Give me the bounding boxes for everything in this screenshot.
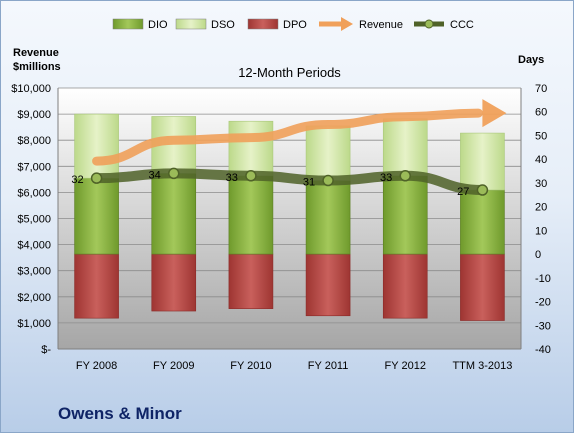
x-tick-label: TTM 3-2013 xyxy=(452,360,512,372)
legend-arrowhead xyxy=(341,17,353,31)
dpo-bar xyxy=(151,253,197,312)
ccc-point xyxy=(90,172,103,184)
legend-label-dio: DIO xyxy=(148,19,168,31)
right-tick-label: 70 xyxy=(535,83,547,95)
dso-bar xyxy=(305,125,351,181)
dio-bar xyxy=(382,175,428,255)
left-tick-label: $7,000 xyxy=(17,161,51,173)
dpo-bar xyxy=(228,253,274,309)
ccc-point xyxy=(168,167,180,180)
ccc-data-label: 31 xyxy=(303,177,315,189)
left-tick-label: $8,000 xyxy=(17,135,51,147)
legend-label-dso: DSO xyxy=(211,19,235,31)
left-axis-unit: $millions xyxy=(13,61,61,73)
chart-title: 12-Month Periods xyxy=(238,65,341,80)
left-tick-label: $5,000 xyxy=(17,214,51,226)
dso-bar xyxy=(228,120,274,177)
legend-swatch-dpo xyxy=(247,18,279,30)
dso-bar xyxy=(382,118,428,177)
dso-bar xyxy=(74,113,119,179)
left-tick-label: $3,000 xyxy=(17,266,51,278)
legend-swatch-dso xyxy=(175,18,207,30)
right-tick-label: -10 xyxy=(535,273,551,285)
ccc-line xyxy=(91,168,488,196)
dpo-bar xyxy=(74,253,119,319)
revenue-arrowhead xyxy=(482,99,507,128)
right-tick-label: 10 xyxy=(535,225,547,237)
dio-bar xyxy=(460,189,505,255)
legend-label-dpo: DPO xyxy=(283,19,307,31)
left-tick-label: $9,000 xyxy=(17,109,51,121)
ccc-data-label: 33 xyxy=(226,172,238,184)
right-tick-label: -20 xyxy=(535,297,551,309)
dio-bar xyxy=(74,177,119,255)
left-tick-label: $1,000 xyxy=(17,318,51,330)
ccc-point xyxy=(476,184,489,196)
right-axis-label: Days xyxy=(518,54,544,66)
legend-label-revenue: Revenue xyxy=(359,19,403,31)
left-tick-label: $2,000 xyxy=(17,292,51,304)
right-tick-label: 40 xyxy=(535,154,547,166)
x-tick-label: FY 2012 xyxy=(385,360,426,372)
ccc-data-label: 32 xyxy=(71,174,83,186)
right-tick-label: 60 xyxy=(535,107,547,119)
ccc-point xyxy=(322,174,334,187)
ccc-data-label: 34 xyxy=(149,169,161,181)
right-tick-label: 0 xyxy=(535,249,541,261)
dio-bar xyxy=(228,175,274,255)
left-tick-label: $6,000 xyxy=(17,187,51,199)
ccc-data-label: 27 xyxy=(457,186,469,198)
x-tick-label: FY 2008 xyxy=(76,360,117,372)
left-tick-label: $4,000 xyxy=(17,240,51,252)
right-tick-label: 50 xyxy=(535,130,547,142)
left-axis-label: Revenue xyxy=(13,47,59,59)
legend-label-ccc: CCC xyxy=(450,19,474,31)
right-tick-label: -30 xyxy=(535,320,551,332)
dio-bar xyxy=(305,180,351,255)
left-tick-label: $- xyxy=(41,344,51,356)
dpo-bar xyxy=(382,253,428,319)
ccc-data-label: 33 xyxy=(380,172,392,184)
right-tick-label: -40 xyxy=(535,344,551,356)
right-tick-label: 30 xyxy=(535,178,547,190)
legend-swatch-dio xyxy=(112,18,144,30)
ccc-point xyxy=(245,170,257,182)
revenue-line xyxy=(92,108,483,166)
dio-bar xyxy=(151,173,197,255)
x-tick-label: FY 2009 xyxy=(153,360,194,372)
dpo-bar xyxy=(460,253,505,321)
right-tick-label: 20 xyxy=(535,202,547,214)
dso-bar xyxy=(460,132,505,191)
x-tick-label: FY 2010 xyxy=(230,360,271,372)
legend-marker-ccc xyxy=(424,19,434,29)
company-name: Owens & Minor xyxy=(58,404,182,423)
ccc-point xyxy=(399,170,411,182)
dpo-bar xyxy=(305,253,351,317)
x-tick-label: FY 2011 xyxy=(308,360,349,372)
left-tick-label: $10,000 xyxy=(11,83,51,95)
